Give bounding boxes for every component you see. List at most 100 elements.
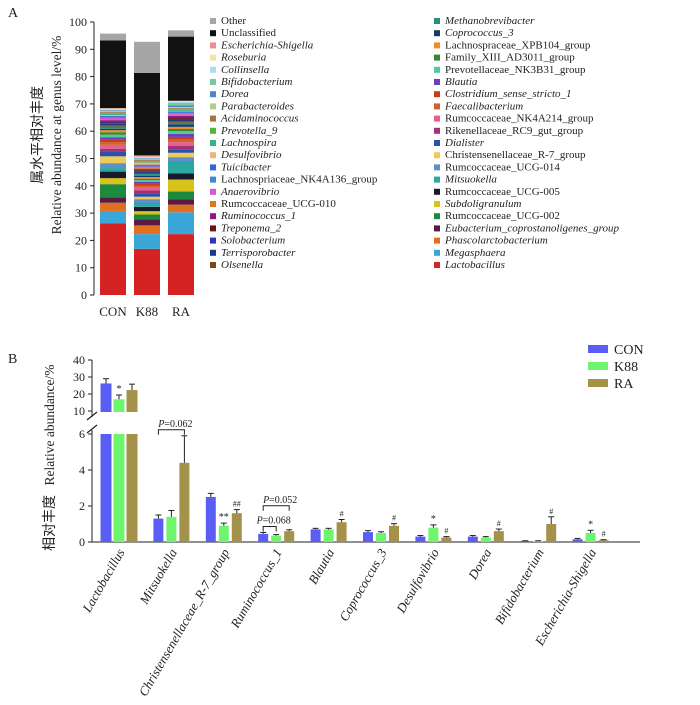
legend-label: Other — [221, 15, 246, 27]
legend-swatch — [588, 362, 608, 370]
stack-segment — [134, 206, 160, 212]
stack-segment — [100, 197, 126, 203]
stack-segment — [168, 199, 194, 205]
stack-segment — [168, 107, 194, 109]
legend-label: Subdoligranulum — [445, 198, 521, 210]
panel-a-x-labels: CON K88 RA — [99, 304, 190, 319]
legend-label: Desulfovibrio — [220, 149, 282, 161]
pvalue-bracket — [262, 505, 290, 511]
significance-mark: # — [549, 507, 553, 516]
stack-segment — [168, 101, 194, 102]
y-tick-label: 20 — [73, 387, 85, 401]
stack-segment — [168, 161, 194, 174]
bar — [100, 383, 112, 542]
legend-label: Solobacterium — [221, 235, 285, 247]
x-tick-label: Blautia — [305, 546, 337, 587]
stack-segment — [134, 160, 160, 161]
legend-label: Coprococcus_3 — [445, 27, 514, 39]
stack-segment — [134, 161, 160, 163]
legend-label: Prevotellaceae_NK3B31_group — [445, 64, 586, 76]
stack-segment — [168, 115, 194, 118]
stack-segment — [100, 122, 126, 124]
legend-label: Lachnospira — [220, 137, 277, 149]
stack-segment — [134, 158, 160, 160]
legend-label: Bifidobacterium — [221, 76, 293, 88]
legend-swatch — [434, 140, 440, 146]
stack-segment — [134, 193, 160, 197]
y-tick-label: 80 — [75, 70, 87, 84]
stack-segment — [168, 120, 194, 122]
x-tick-label: RA — [172, 304, 191, 319]
significance-mark: * — [117, 384, 122, 395]
stack-segment — [134, 180, 160, 182]
stack-segment — [134, 202, 160, 207]
stack-segment — [134, 177, 160, 179]
stack-segment — [100, 121, 126, 123]
stack-segment — [134, 171, 160, 173]
stack-segment — [168, 173, 194, 180]
stack-segment — [168, 133, 194, 137]
axis-break-mark — [86, 411, 98, 421]
legend-swatch — [210, 201, 216, 207]
x-tick-label: Christensenellaceae_R-7_group — [136, 546, 233, 699]
bar — [363, 532, 373, 542]
panel-a-bars — [100, 30, 194, 295]
legend-swatch — [434, 262, 440, 268]
significance-mark: # — [392, 514, 396, 523]
legend-label: Rumcoccaceae_UCG-002 — [445, 210, 560, 222]
bar — [336, 522, 347, 542]
y-tick-label: 4 — [79, 463, 85, 477]
legend-label: Christensenellaceae_R-7_group — [445, 149, 586, 161]
pvalue-label: P=0.052 — [262, 495, 297, 506]
bar — [598, 540, 609, 542]
bar — [113, 399, 125, 542]
stack-segment — [134, 166, 160, 168]
stack-segment — [168, 30, 194, 37]
stack-segment — [100, 33, 126, 41]
axis-break-gap — [99, 412, 113, 434]
stack-segment — [134, 72, 160, 156]
y-tick-label: 70 — [75, 97, 87, 111]
stack-segment — [134, 178, 160, 181]
legend-label: Family_XIII_AD3011_group — [445, 52, 575, 64]
stack-segment — [168, 109, 194, 111]
bar — [572, 539, 583, 542]
panel-b-x-labels: Lactobacillus MitsuokellaChristensenellac… — [79, 546, 600, 699]
legend-swatch — [210, 225, 216, 232]
panel-b-ylabel-cn: 相对丰度 — [42, 495, 58, 551]
stack-segment — [168, 129, 194, 132]
stack-segment — [134, 162, 160, 165]
stack-segment — [168, 36, 194, 101]
legend-swatch — [434, 152, 440, 159]
bar — [126, 390, 138, 542]
x-tick-label: Coprococcus_3 — [336, 546, 390, 624]
legend-label: Rumcoccaceae_UCG-005 — [445, 186, 560, 198]
legend-swatch — [210, 115, 216, 122]
stack-segment — [100, 112, 126, 114]
stack-segment — [100, 156, 126, 164]
legend-swatch — [434, 188, 440, 195]
stack-segment — [100, 115, 126, 117]
stack-segment — [134, 160, 160, 162]
bar — [546, 524, 557, 542]
stack-segment — [100, 144, 126, 149]
stack-segment — [134, 199, 160, 203]
x-tick-label: Bifidobacterium — [492, 546, 547, 627]
legend-swatch — [434, 201, 440, 207]
stack-segment — [134, 165, 160, 167]
stack-segment — [168, 136, 194, 140]
stack-segment — [100, 109, 126, 111]
stack-segment — [100, 151, 126, 157]
legend-swatch — [210, 54, 216, 61]
stack-segment — [168, 145, 194, 150]
legend-label: Anaerovibrio — [220, 186, 280, 198]
legend-label: Rumcoccaceae_NK4A214_group — [445, 113, 594, 125]
stack-segment — [100, 168, 126, 172]
y-tick-label: 90 — [75, 42, 87, 56]
legend-swatch — [210, 152, 216, 159]
legend-label: Treponema_2 — [221, 222, 282, 234]
legend-swatch — [434, 42, 440, 49]
stack-segment — [168, 204, 194, 213]
